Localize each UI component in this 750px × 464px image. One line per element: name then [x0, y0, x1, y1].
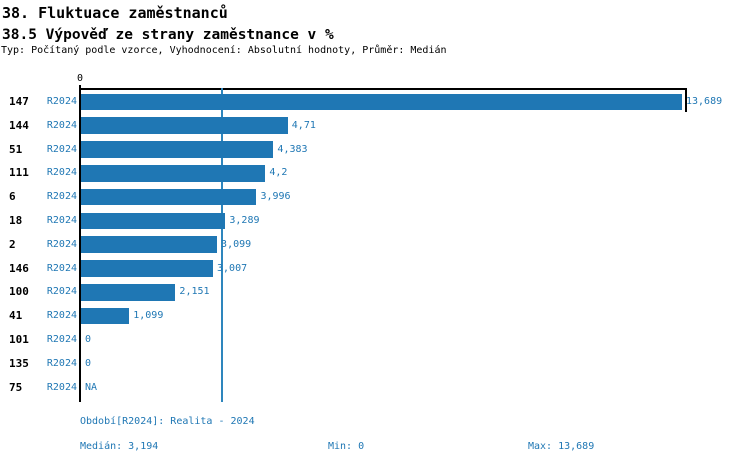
bar [81, 93, 682, 111]
bar-value-label: 0 [85, 357, 92, 369]
chart-row: 18 R2024 3,289 [0, 209, 750, 233]
bar-value-label: 3,007 [217, 262, 248, 274]
bar [81, 141, 274, 158]
bar-value-label: 13,689 [686, 96, 723, 107]
bar-value-label: 3,099 [221, 238, 252, 250]
row-series-label: R2024 [46, 167, 77, 179]
footer-min: Min: 0 [328, 441, 365, 452]
bar-value-label: 2,151 [179, 286, 210, 298]
median-line [221, 88, 223, 402]
row-series-label: R2024 [46, 357, 77, 369]
footer-stats: Medián: 3,194 Min: 0 Max: 13,689 [0, 440, 750, 454]
row-series-label: R2024 [46, 262, 77, 274]
row-category-label: 111 [9, 166, 29, 180]
row-category-label: 75 [9, 380, 23, 394]
page-subtitle: 38.5 Výpověď ze strany zaměstnance v % [2, 27, 334, 43]
x-axis-zero-tick-label: 0 [76, 73, 84, 84]
row-category-label: 2 [9, 237, 16, 251]
row-series-label: R2024 [46, 214, 77, 226]
chart-row: 100 R2024 2,151 [0, 280, 750, 304]
footer-period: Období[R2024]: Realita - 2024 [80, 416, 255, 427]
chart-row: 144 R2024 4,71 [0, 114, 750, 138]
chart-row: 2 R2024 3,099 [0, 233, 750, 257]
x-axis-line [79, 88, 687, 90]
row-series-label: R2024 [46, 143, 77, 155]
row-category-label: 101 [9, 332, 29, 346]
row-category-label: 41 [9, 309, 23, 323]
chart-row: 41 R2024 1,099 [0, 304, 750, 328]
row-series-label: R2024 [46, 381, 77, 393]
bar-value-label: 1,099 [133, 310, 164, 322]
footer-median: Medián: 3,194 [80, 441, 159, 452]
bar [81, 307, 130, 325]
footer-max: Max: 13,689 [528, 441, 595, 452]
chart-row: 75 R2024 NA [0, 376, 750, 400]
chart-row: 6 R2024 3,996 [0, 185, 750, 209]
bar [81, 283, 176, 301]
bar [81, 117, 288, 134]
chart-rows: 147 R2024 13,689 144 R2024 4,71 51 R2024 4,383 11… [0, 90, 750, 399]
chart-row: 51 R2024 4,383 [0, 138, 750, 162]
row-category-label: 146 [9, 261, 29, 275]
chart-row: 135 R2024 0 [0, 352, 750, 376]
row-series-label: R2024 [46, 286, 77, 298]
y-axis-line [79, 85, 81, 402]
bar-value-label: 0 [85, 333, 92, 345]
chart-row: 111 R2024 4,2 [0, 161, 750, 185]
row-series-label: R2024 [46, 119, 77, 131]
row-series-label: R2024 [46, 238, 77, 250]
row-category-label: 144 [9, 118, 29, 132]
row-category-label: 147 [9, 95, 29, 108]
chart-row: 146 R2024 3,007 [0, 257, 750, 281]
bar [81, 164, 266, 182]
bar [81, 260, 214, 277]
bar-value-label: 4,2 [269, 167, 288, 179]
bar [81, 236, 218, 253]
chart-row: 101 R2024 0 [0, 328, 750, 352]
x-axis-max-tick [685, 88, 687, 112]
row-series-label: R2024 [46, 96, 77, 107]
row-series-label: R2024 [46, 333, 77, 345]
bar-value-label: 3,289 [229, 214, 260, 226]
bar-value-label: 4,383 [277, 143, 308, 155]
chart-meta-line: Typ: Počítaný podle vzorce, Vyhodnocení:… [1, 45, 447, 56]
bar [81, 212, 226, 230]
page-title: 38. Fluktuace zaměstnanců [2, 4, 228, 22]
row-series-label: R2024 [46, 310, 77, 322]
row-category-label: 51 [9, 142, 23, 156]
row-category-label: 18 [9, 213, 23, 227]
row-category-label: 100 [9, 285, 29, 299]
bar-value-label: 4,71 [291, 119, 316, 131]
bar [81, 188, 257, 206]
bar-value-label: 3,996 [260, 191, 291, 203]
chart-row: 147 R2024 13,689 [0, 90, 750, 114]
bar-value-label: NA [85, 381, 98, 393]
row-category-label: 6 [9, 190, 16, 204]
row-series-label: R2024 [46, 191, 77, 203]
row-category-label: 135 [9, 356, 29, 370]
